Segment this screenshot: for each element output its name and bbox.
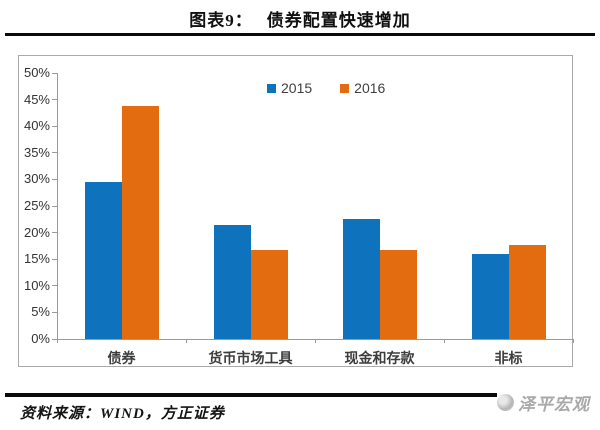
y-axis-label: 45% [23, 91, 50, 107]
figure-number: 图表9： [189, 11, 253, 30]
legend-item-2015: 2015 [267, 80, 312, 96]
y-axis-line [57, 73, 58, 339]
bar-2015-1 [84, 182, 122, 339]
figure-title-text: 债券配置快速增加 [266, 11, 411, 30]
y-axis-label: 15% [23, 251, 50, 267]
x-axis-tick [186, 339, 187, 343]
x-axis-label: 债券 [107, 352, 136, 367]
footer-divider [5, 393, 497, 397]
y-axis-tick [52, 285, 57, 287]
y-axis-tick [52, 232, 57, 234]
bar-2015-3 [342, 219, 380, 339]
x-axis-tick [315, 339, 316, 343]
chart-legend: 2015 2016 [267, 80, 385, 96]
brand-logo-text: 泽平宏观 [518, 394, 590, 414]
bar-chart: 2015 2016 0% 5% 10% 15% 20% 25% 30% 35% 40% 45% 50%… [18, 55, 574, 367]
x-axis-label: 现金和存款 [344, 352, 415, 367]
x-axis-label: 货币市场工具 [208, 352, 293, 367]
title-divider [5, 33, 595, 36]
y-axis-label: 0% [31, 331, 50, 346]
x-axis-label: 非标 [494, 352, 523, 367]
y-axis-label: 40% [23, 118, 50, 134]
y-axis-tick [52, 311, 57, 313]
y-axis-tick [52, 258, 57, 260]
bar-2016-1 [121, 106, 159, 339]
legend-label: 2016 [354, 80, 386, 96]
y-axis-tick [52, 72, 57, 74]
y-axis-label: 25% [23, 198, 50, 213]
y-axis-tick [52, 152, 57, 154]
bar-2016-3 [379, 250, 417, 339]
y-axis-label: 5% [31, 304, 50, 320]
y-axis-tick [52, 99, 57, 101]
bar-2016-4 [508, 245, 546, 339]
x-axis-tick [444, 339, 445, 343]
legend-swatch-icon [267, 83, 276, 93]
y-axis-label: 50% [23, 65, 50, 80]
y-axis-tick [52, 338, 57, 340]
y-axis-label: 35% [23, 144, 50, 160]
legend-label: 2015 [281, 80, 313, 96]
y-axis-tick [52, 125, 57, 127]
y-axis-tick [52, 205, 57, 207]
bar-2015-2 [213, 225, 251, 339]
y-axis-tick [52, 178, 57, 180]
y-axis-label: 30% [23, 171, 50, 187]
brand-logo-icon [497, 393, 514, 411]
bar-2016-2 [250, 250, 288, 339]
bar-2015-4 [471, 254, 509, 339]
y-axis-label: 10% [23, 277, 50, 293]
legend-item-2016: 2016 [340, 80, 385, 96]
y-axis-label: 20% [23, 224, 50, 240]
legend-swatch-icon [340, 83, 350, 93]
x-axis-tick [573, 339, 574, 343]
brand-watermark: 泽平宏观 [497, 389, 597, 415]
figure-title: 图表9： 债券配置快速增加 [0, 6, 600, 31]
x-axis-tick [57, 339, 58, 343]
source-note: 资料来源：WIND，方正证券 [20, 406, 225, 422]
